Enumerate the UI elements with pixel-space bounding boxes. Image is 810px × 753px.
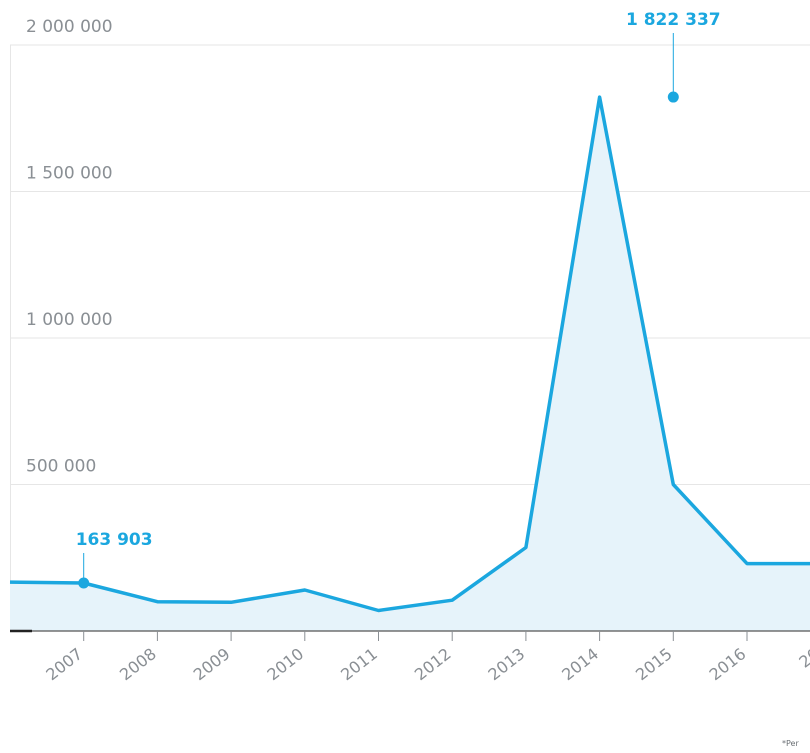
callout-label: 1 822 337 xyxy=(626,10,721,30)
callout-label: 163 903 xyxy=(76,530,153,550)
x-tick-label: 2007 xyxy=(42,644,86,684)
footnote: *Per xyxy=(782,739,799,748)
value-callouts: 163 903 1 822 337 xyxy=(76,10,721,589)
x-tick-label: 2016 xyxy=(706,644,750,684)
y-tick-label: 500 000 xyxy=(26,457,96,477)
x-axis xyxy=(10,629,810,641)
x-tick-label: 20 xyxy=(795,644,810,672)
x-tick-label: 2012 xyxy=(411,644,455,684)
x-tick-label: 2014 xyxy=(558,644,602,684)
x-tick-label: 2015 xyxy=(632,644,676,684)
x-tick-label: 2010 xyxy=(263,644,307,684)
data-point-marker xyxy=(78,577,90,589)
x-axis-tick-labels: 2007 2008 2009 2010 2011 2012 2013 2014 2015 2016… xyxy=(42,644,810,684)
x-tick-label: 2009 xyxy=(190,644,234,684)
x-tick-label: 2011 xyxy=(337,644,381,684)
x-tick-label: 2008 xyxy=(116,644,160,684)
y-tick-label: 1 500 000 xyxy=(26,164,113,184)
series-line xyxy=(9,95,810,613)
area-fill xyxy=(10,97,810,631)
x-tick-label: 2013 xyxy=(485,644,529,684)
gridlines xyxy=(10,44,810,631)
data-point-marker xyxy=(667,91,679,103)
y-tick-label: 2 000 000 xyxy=(26,17,113,37)
y-tick-label: 1 000 000 xyxy=(26,310,113,330)
